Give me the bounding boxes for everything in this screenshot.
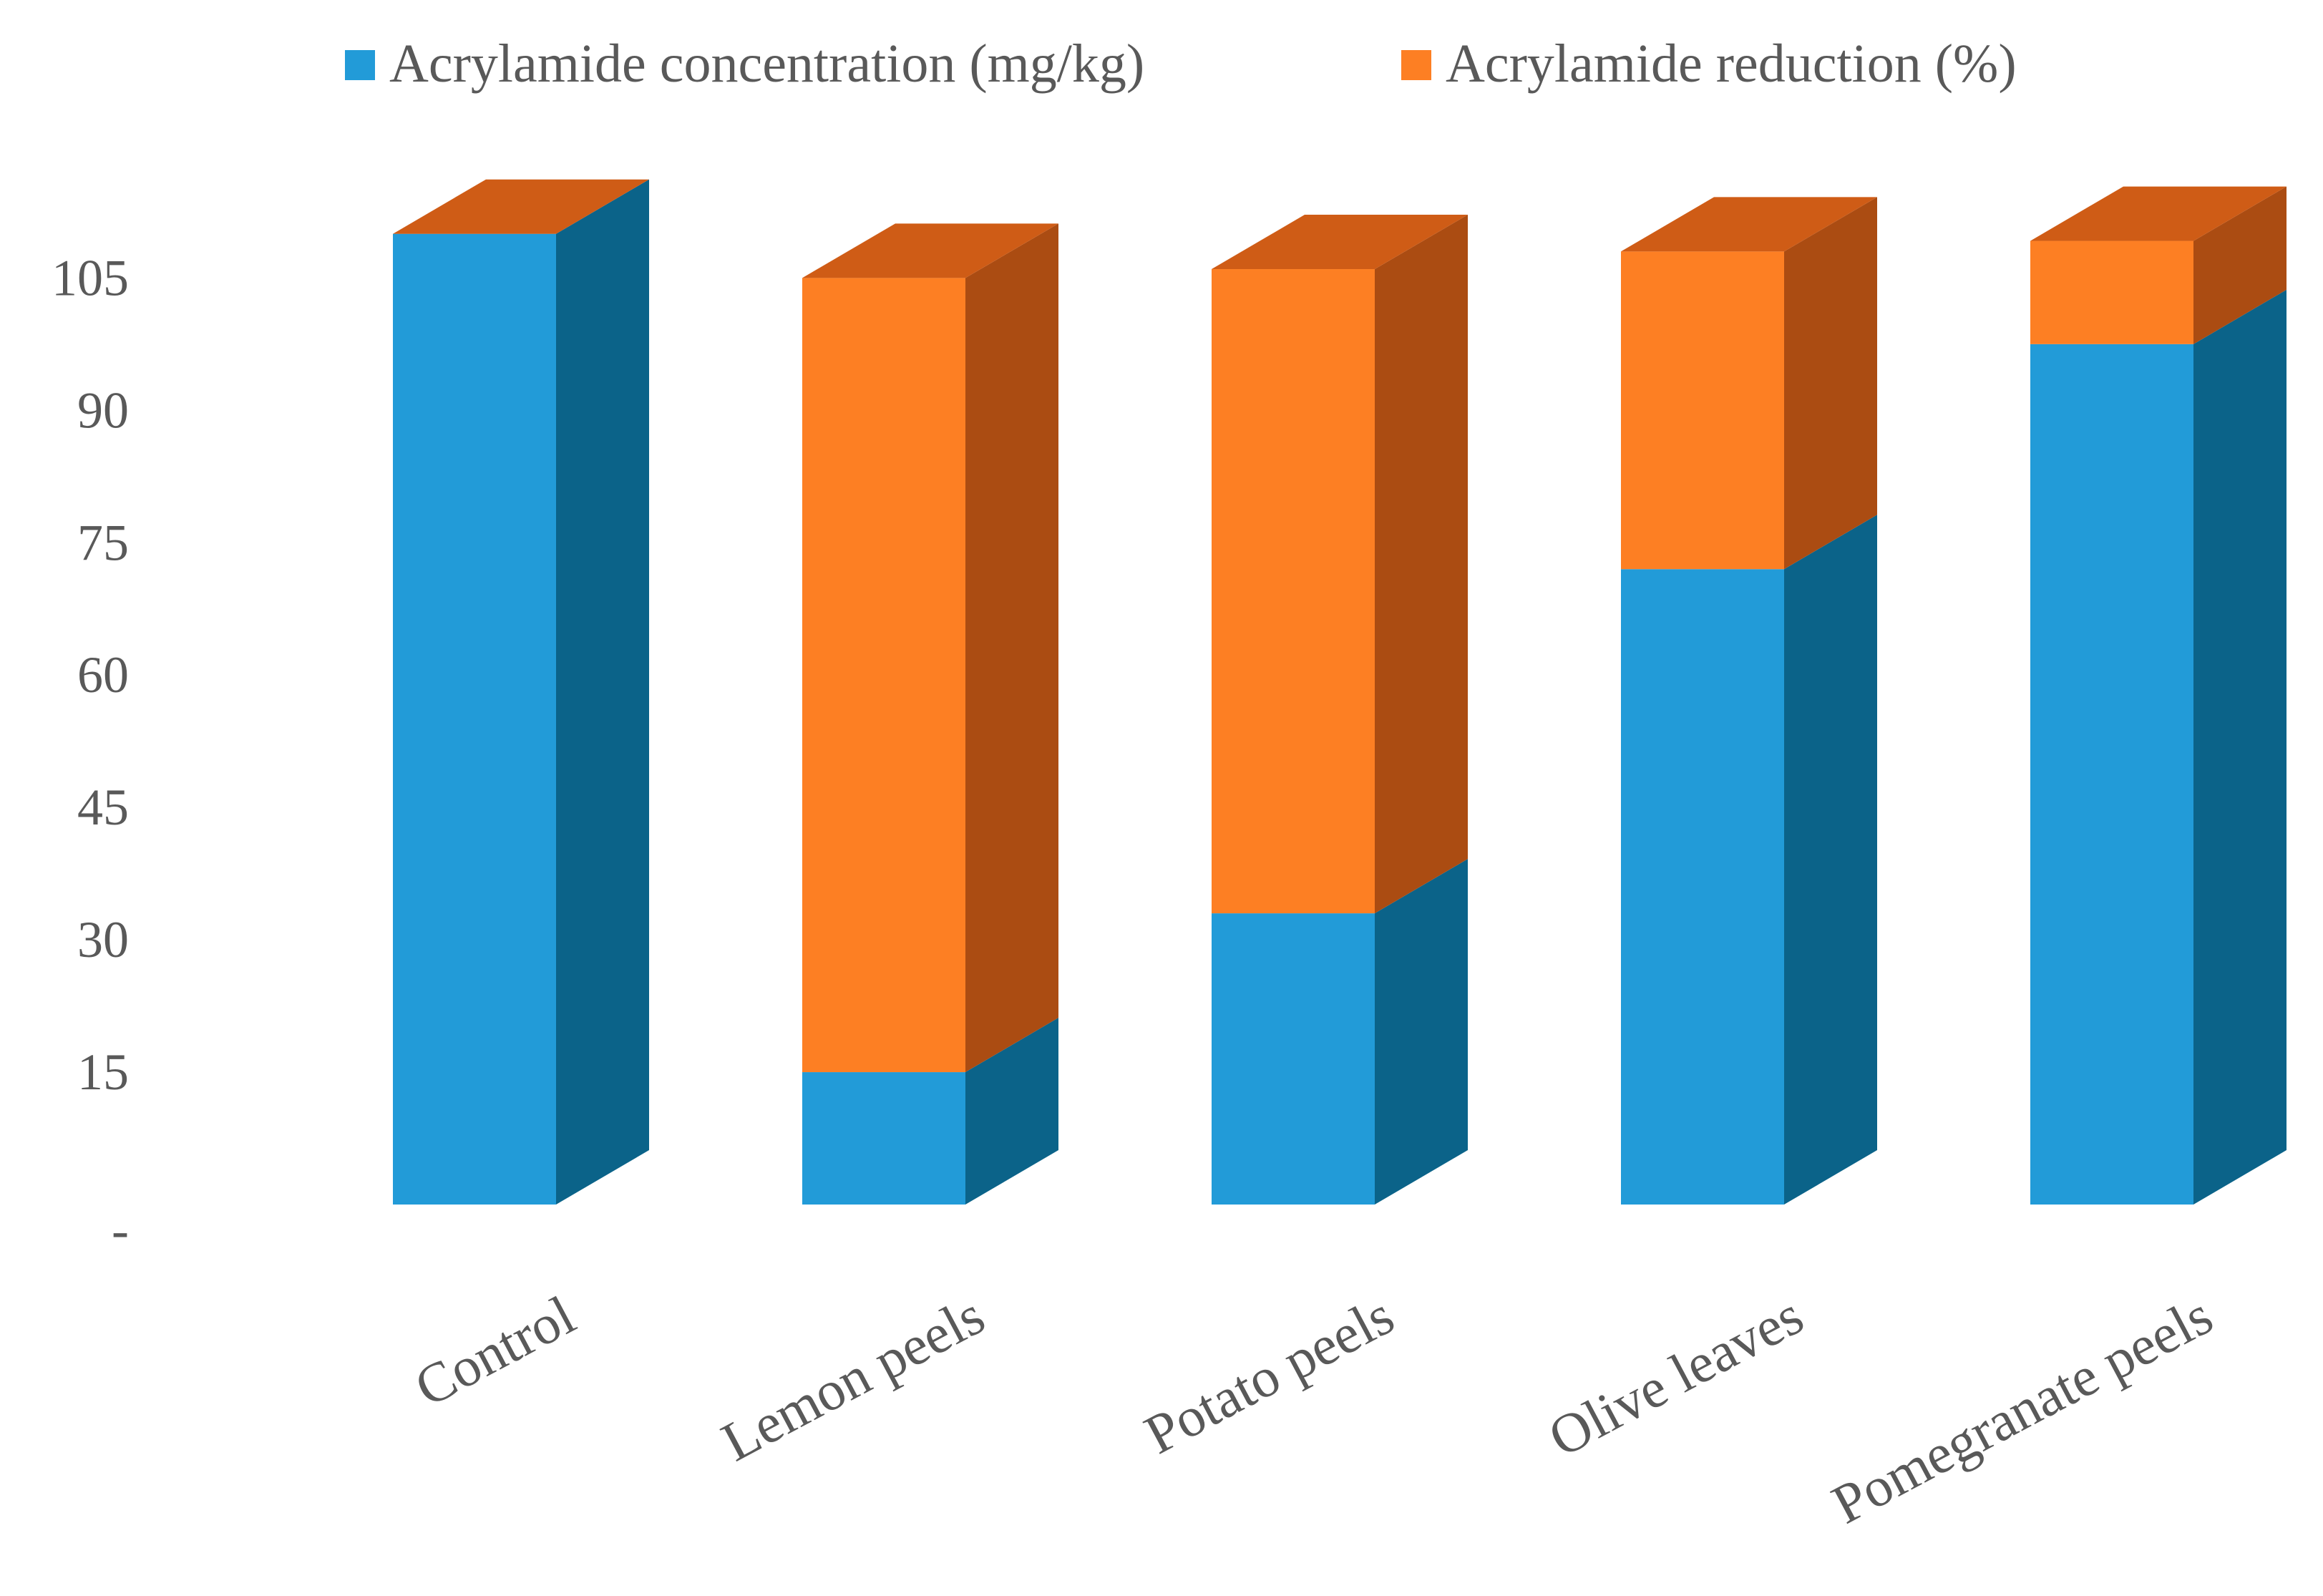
legend-swatch-1 — [345, 50, 375, 80]
y-axis: - 15 30 45 60 75 90 105 — [52, 249, 129, 1259]
y-tick-label: 105 — [52, 249, 129, 306]
legend-item-2: Acrylamide reduction (%) — [1401, 34, 2017, 94]
bar-side-2 — [1375, 215, 1468, 914]
bar-side-1 — [2193, 289, 2287, 1205]
bar-side-2 — [2193, 186, 2287, 344]
bar-top — [393, 179, 649, 234]
y-tick-label: 15 — [77, 1043, 129, 1101]
bar-side-1 — [556, 179, 649, 1205]
bar-group — [393, 179, 649, 1205]
bar-group — [1212, 215, 1468, 1205]
bar-segment-1 — [2030, 344, 2193, 1205]
y-tick-label: 45 — [77, 779, 129, 836]
y-tick-label: 30 — [77, 911, 129, 968]
bar-area — [393, 179, 2287, 1205]
bar-side-1 — [965, 1018, 1058, 1205]
y-tick-label: 60 — [77, 646, 129, 704]
bar-segment-2 — [1212, 269, 1375, 914]
bar-side-2 — [965, 223, 1058, 1073]
x-category-label: Olive leaves — [1539, 1283, 1813, 1469]
y-tick-label: 75 — [77, 514, 129, 571]
bar-segment-1 — [802, 1072, 965, 1205]
bar-segment-1 — [393, 233, 556, 1205]
bar-group — [1621, 197, 1877, 1205]
bar-group — [2030, 186, 2287, 1205]
chart-legend: Acrylamide concentration (mg/kg) Acrylami… — [345, 34, 2017, 94]
legend-label-1: Acrylamide concentration (mg/kg) — [389, 34, 1144, 94]
legend-item-1: Acrylamide concentration (mg/kg) — [345, 34, 1144, 94]
bar-top — [1621, 197, 1877, 252]
bar-top — [1212, 215, 1468, 270]
x-category-label: Potato peels — [1134, 1283, 1403, 1466]
x-category-label: Control — [405, 1283, 585, 1419]
bar-side-2 — [1784, 197, 1877, 570]
bar-side-1 — [1784, 515, 1877, 1205]
bar-top — [802, 223, 1058, 278]
bar-top — [2030, 186, 2287, 241]
bar-segment-2 — [2030, 240, 2193, 344]
x-category-label: Lemon peels — [711, 1283, 994, 1473]
bar-group — [802, 223, 1058, 1205]
bar-segment-1 — [1621, 569, 1784, 1205]
bar-segment-2 — [802, 278, 965, 1073]
bar-side-1 — [1375, 859, 1468, 1205]
x-category-label: Pomegranate peels — [1822, 1283, 2222, 1535]
bar-segment-2 — [1621, 251, 1784, 570]
x-axis: Control Lemon peels Potato peels Olive leav… — [405, 1283, 2222, 1535]
bar-segment-1 — [1212, 913, 1375, 1205]
y-tick-label: - — [112, 1202, 129, 1259]
y-tick-label: 90 — [77, 381, 129, 439]
legend-swatch-2 — [1401, 50, 1431, 80]
legend-label-2: Acrylamide reduction (%) — [1446, 34, 2017, 94]
